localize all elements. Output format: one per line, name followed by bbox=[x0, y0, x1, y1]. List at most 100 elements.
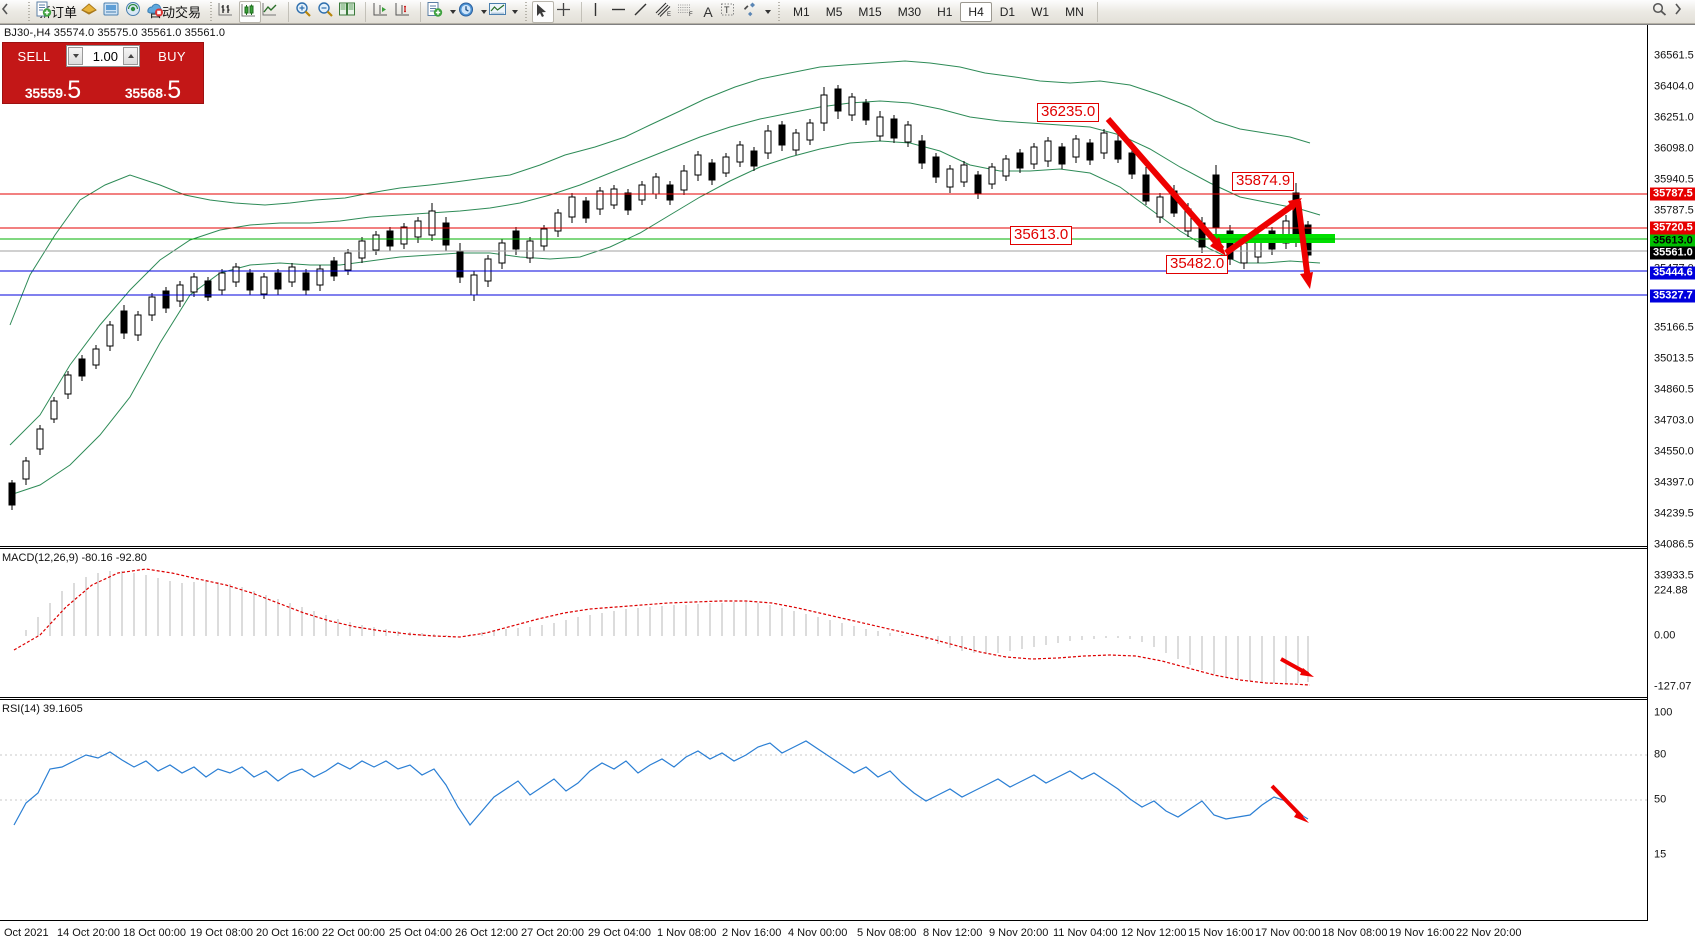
candlestick-series bbox=[8, 85, 1312, 510]
macd-tick-zero: 0.00 bbox=[1654, 629, 1676, 642]
time-tick-19: 17 Nov 00:00 bbox=[1255, 927, 1321, 939]
timeframe-d1[interactable]: D1 bbox=[999, 4, 1016, 19]
time-tick-8: 27 Oct 20:00 bbox=[521, 927, 584, 939]
buy-price-separator: . bbox=[162, 83, 168, 100]
tile-windows-icon[interactable] bbox=[338, 1, 360, 23]
new-order-button[interactable]: 新订单 bbox=[35, 1, 80, 23]
navigator-icon[interactable] bbox=[102, 1, 124, 23]
macd-plot[interactable] bbox=[0, 25, 1627, 944]
timeframe-mn[interactable]: MN bbox=[1065, 4, 1084, 19]
buy-price[interactable]: 35568 . 5 bbox=[103, 69, 203, 103]
zoom-out-icon[interactable] bbox=[316, 1, 338, 23]
one-click-trading-prices: 35559 . 5 35568 . 5 bbox=[3, 69, 203, 103]
templates-dropdown-caret-icon[interactable] bbox=[510, 2, 519, 22]
down-impulse-arrowhead bbox=[1210, 237, 1226, 256]
rsi-plot[interactable] bbox=[0, 25, 1648, 944]
bollinger-upper-band bbox=[9, 60, 1311, 326]
rsi-panel-divider bbox=[0, 697, 1648, 700]
projected-down-arrowhead bbox=[1300, 272, 1313, 289]
arrows-dropdown-caret-icon[interactable] bbox=[763, 2, 772, 22]
auto-trading-button[interactable]: 自动交易 bbox=[146, 1, 204, 23]
buy-button-label[interactable]: BUY bbox=[158, 48, 186, 64]
chart-window[interactable]: BJ30-,H4 35574.0 35575.0 35561.0 35561.0 bbox=[0, 24, 1695, 944]
period-dropdown-caret-icon[interactable] bbox=[479, 2, 488, 22]
text-label-tool-icon[interactable]: T bbox=[719, 1, 741, 23]
search-icon[interactable] bbox=[1651, 1, 1673, 23]
crosshair-icon[interactable] bbox=[554, 1, 576, 23]
rsi-down-arrow bbox=[1270, 784, 1309, 823]
swing-high-label: 36235.0 bbox=[1037, 103, 1100, 122]
price-tick-34239: 34239.5 bbox=[1654, 507, 1694, 520]
support-zone-label: 35613.0 bbox=[1010, 226, 1073, 245]
fibonacci-retracement-icon[interactable]: F bbox=[675, 1, 697, 23]
one-click-trading-panel[interactable]: SELL 1.00 BUY 35559 . 5 35568 . 5 bbox=[2, 42, 204, 104]
rsi-line bbox=[13, 740, 1309, 826]
price-chart-plot[interactable] bbox=[0, 25, 1648, 944]
equidistant-channel-icon[interactable]: E bbox=[653, 1, 675, 23]
buy-price-integer: 35568 bbox=[124, 85, 163, 101]
auto-scroll-icon[interactable] bbox=[393, 1, 415, 23]
period-clock-icon[interactable] bbox=[457, 1, 479, 23]
toolbar-separator bbox=[775, 1, 783, 22]
time-tick-5: 22 Oct 00:00 bbox=[322, 927, 385, 939]
volume-decrease-button[interactable] bbox=[68, 47, 83, 65]
timeframe-m30[interactable]: M30 bbox=[897, 4, 922, 19]
templates-icon[interactable] bbox=[488, 1, 510, 23]
down-impulse-arrow bbox=[1105, 117, 1225, 251]
sell-price[interactable]: 35559 . 5 bbox=[3, 69, 103, 103]
price-tick-34703: 34703.0 bbox=[1654, 414, 1694, 427]
horizontal-line-icon[interactable] bbox=[609, 1, 631, 23]
svg-text:F: F bbox=[689, 12, 693, 18]
vertical-line-icon[interactable] bbox=[587, 1, 609, 23]
time-tick-0: Oct 2021 bbox=[4, 927, 49, 939]
sell-button-label[interactable]: SELL bbox=[17, 48, 51, 64]
indicator-dropdown-caret-icon[interactable] bbox=[448, 2, 457, 22]
chart-shift-icon[interactable] bbox=[371, 1, 393, 23]
macd-indicator-label: MACD(12,26,9) -80.16 -92.80 bbox=[2, 552, 147, 564]
toolbar-separator bbox=[25, 1, 32, 22]
data-window-icon[interactable] bbox=[80, 1, 102, 23]
trendline-icon[interactable] bbox=[631, 1, 653, 23]
volume-stepper[interactable]: 1.00 bbox=[66, 45, 140, 67]
toolbar-separator bbox=[581, 1, 583, 22]
price-tick-35940: 35940.5 bbox=[1654, 173, 1694, 186]
timeframe-h4[interactable]: H4 bbox=[960, 1, 992, 22]
signals-icon[interactable] bbox=[124, 1, 146, 23]
up-retrace-arrow bbox=[1224, 200, 1298, 256]
svg-text:T: T bbox=[724, 5, 730, 15]
timeframe-m1[interactable]: M1 bbox=[793, 4, 810, 19]
price-level-35444: 35444.6 bbox=[1650, 266, 1695, 280]
toolbar-overflow-icon[interactable] bbox=[1673, 1, 1695, 23]
time-axis-line bbox=[0, 920, 1648, 921]
text-tool-icon[interactable]: A bbox=[697, 1, 719, 23]
time-tick-13: 5 Nov 08:00 bbox=[857, 927, 917, 939]
price-level-35837: 35787.5 bbox=[1650, 187, 1695, 201]
price-tick-35013: 35013.5 bbox=[1654, 352, 1694, 365]
timeframe-w1[interactable]: W1 bbox=[1031, 4, 1050, 19]
rsi-indicator-label: RSI(14) 39.1605 bbox=[2, 703, 83, 715]
candlestick-chart-icon[interactable] bbox=[239, 0, 262, 23]
toolbar-separator bbox=[522, 1, 530, 22]
volume-increase-button[interactable] bbox=[123, 47, 138, 65]
timeframe-h1[interactable]: H1 bbox=[937, 4, 953, 19]
svg-text:E: E bbox=[667, 12, 671, 18]
rsi-tick-80: 80 bbox=[1654, 748, 1667, 761]
timeframe-m5[interactable]: M5 bbox=[825, 4, 843, 19]
dropdown-arrow-left-icon[interactable] bbox=[0, 1, 22, 23]
bar-chart-icon[interactable] bbox=[217, 1, 239, 23]
timeframe-m15[interactable]: M15 bbox=[858, 4, 882, 19]
time-tick-1: 14 Oct 20:00 bbox=[57, 927, 120, 939]
arrows-tool-icon[interactable] bbox=[741, 1, 763, 23]
symbol-ohlc-line: BJ30-,H4 35574.0 35575.0 35561.0 35561.0 bbox=[4, 27, 226, 39]
line-chart-icon[interactable] bbox=[261, 1, 283, 23]
time-tick-18: 15 Nov 16:00 bbox=[1188, 927, 1254, 939]
add-indicator-icon[interactable] bbox=[426, 1, 448, 23]
volume-value[interactable]: 1.00 bbox=[92, 48, 118, 64]
price-axis[interactable]: 36561.5 36404.0 36251.0 36098.0 35940.5 … bbox=[1648, 25, 1695, 944]
bollinger-lower-band bbox=[9, 140, 1321, 496]
macd-tick-min: -127.07 bbox=[1654, 680, 1692, 693]
cursor-icon[interactable] bbox=[532, 0, 555, 23]
zoom-in-icon[interactable] bbox=[294, 1, 316, 23]
projected-down-arrow bbox=[1295, 200, 1311, 281]
